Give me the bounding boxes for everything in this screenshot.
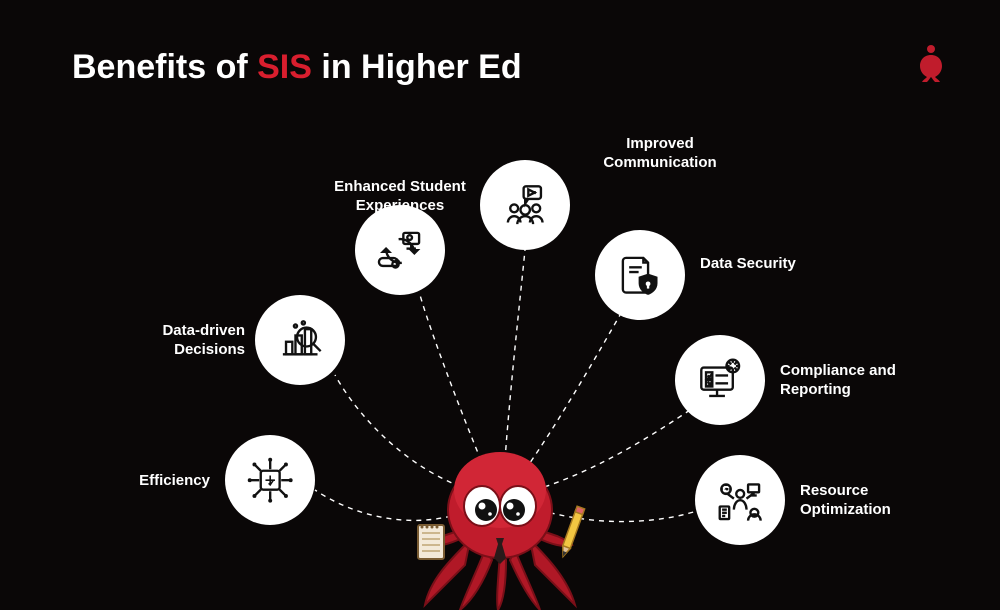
cycle-icon (375, 225, 425, 275)
checklist-monitor-icon (695, 355, 745, 405)
octopus-mascot (400, 420, 600, 610)
label-compliance: Compliance andReporting (780, 362, 940, 400)
pencil-icon (559, 506, 584, 558)
bubble-efficiency (225, 435, 315, 525)
shield-doc-icon (615, 250, 665, 300)
bubble-security (595, 230, 685, 320)
bubble-data-decisions (255, 295, 345, 385)
label-communication: ImprovedCommunication (580, 135, 740, 173)
label-efficiency: Efficiency (120, 472, 210, 491)
analytics-icon (275, 315, 325, 365)
label-student-exp: Enhanced StudentExperiences (300, 178, 500, 216)
bubble-student-exp (355, 205, 445, 295)
notepad-icon (418, 525, 444, 559)
chip-icon (245, 455, 295, 505)
label-resource: ResourceOptimization (800, 482, 960, 520)
label-security: Data Security (700, 255, 840, 274)
bubble-communication (480, 160, 570, 250)
people-megaphone-icon (500, 180, 550, 230)
bubble-compliance (675, 335, 765, 425)
person-resources-icon (715, 475, 765, 525)
label-data-decisions: Data-drivenDecisions (135, 322, 245, 360)
bubble-resource (695, 455, 785, 545)
